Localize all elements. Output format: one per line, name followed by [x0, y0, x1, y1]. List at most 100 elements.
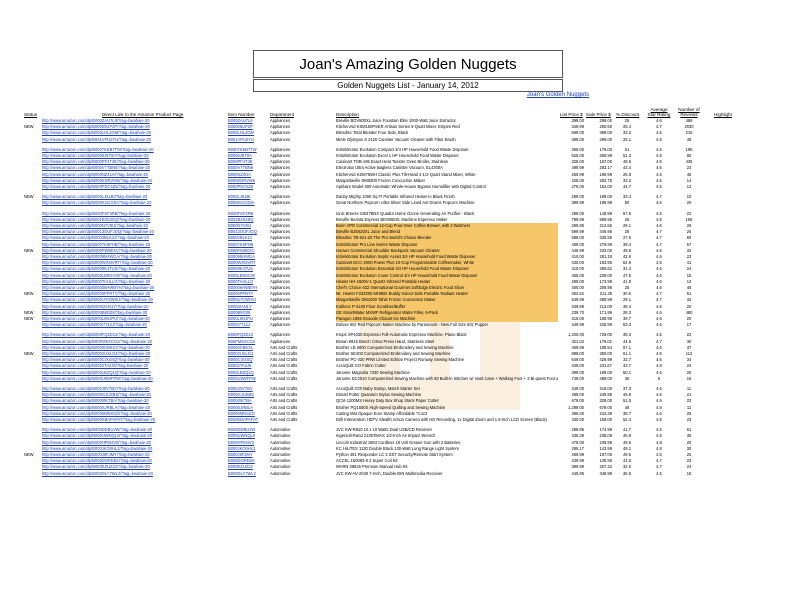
- cell-url[interactable]: http://www.amazon.com/dp/B000FW8EXC/?tag…: [42, 247, 152, 253]
- cell-url[interactable]: http://www.amazon.com/dp/B000DOREEK/?tag…: [42, 458, 152, 464]
- cell-url[interactable]: http://www.amazon.com/dp/B00005UP2P/?tag…: [42, 124, 150, 130]
- cell-url[interactable]: http://www.amazon.com/dp/B0013OUFJOQ/?ta…: [42, 229, 154, 235]
- cell-url[interactable]: http://www.amazon.com/dp/B0007K6PHB/?tag…: [42, 241, 151, 247]
- cell-sku[interactable]: B001B3S3SQ: [228, 216, 254, 222]
- cell-sku[interactable]: B0009K4TUS: [228, 266, 254, 272]
- cell-sku[interactable]: B000FQ2D12: [228, 332, 254, 338]
- cell-url[interactable]: http://www.amazon.com/dp/B001B3S3SQ/?tag…: [42, 216, 151, 222]
- cell-sku[interactable]: B000LBZQ1Q: [228, 369, 254, 375]
- cell-sku[interactable]: B0000PFRTY: [228, 291, 254, 297]
- cell-url[interactable]: http://www.amazon.com/dp/B000GJUSBS/?tag…: [42, 392, 151, 398]
- cell-url[interactable]: http://www.amazon.com/dp/B0000MNSSO/?tag…: [42, 410, 152, 416]
- cell-url[interactable]: http://www.amazon.com/dp/B000UYOWSU/?tag…: [42, 297, 153, 303]
- cell-sku[interactable]: B000N7V8IJ: [228, 223, 251, 228]
- cell-url[interactable]: http://www.amazon.com/dp/B000PF4T4E/?tag…: [42, 159, 150, 165]
- cell-sku[interactable]: B00FMSXCG2: [228, 338, 256, 344]
- cell-url[interactable]: http://www.amazon.com/dp/B000LHL2OM/?tag…: [42, 130, 151, 136]
- cell-url[interactable]: http://www.amazon.com/dp/B000CIX4SQ/?tag…: [42, 357, 150, 363]
- cell-sku[interactable]: B00005UP2P: [228, 124, 253, 130]
- cell-sku[interactable]: B000GJUSBS: [228, 392, 254, 398]
- cell-sku[interactable]: B000KDRVW6: [228, 177, 256, 183]
- cell-sku[interactable]: B000B8G08: [228, 309, 251, 315]
- cell-sku[interactable]: B000DLY7WL2: [228, 470, 256, 476]
- cell-sku[interactable]: B000KBAPAPAT: [228, 417, 259, 422]
- cell-url[interactable]: http://www.amazon.com/dp/B000KDRVW6/?tag…: [42, 177, 152, 183]
- cell-url[interactable]: http://www.amazon.com/dp/B000FSF3RB/?tag…: [42, 210, 151, 216]
- cell-sku[interactable]: B00006HWBYH: [228, 285, 258, 290]
- cell-sku[interactable]: B000HPM4V0: [228, 439, 254, 445]
- cell-sku[interactable]: B000CIX4SQ: [228, 357, 253, 363]
- cell-sku[interactable]: B000LB9GCW: [228, 272, 255, 278]
- cell-url[interactable]: http://www.amazon.com/dp/B000L6NJPU/?tag…: [42, 316, 150, 321]
- cell-sku[interactable]: B0002BLK2J: [228, 235, 252, 241]
- cell-url[interactable]: http://www.amazon.com/dp/B000N7V8IJ/?tag…: [42, 223, 148, 228]
- cell-url[interactable]: http://www.amazon.com/dp/B0002TA2J6/?tag…: [42, 363, 149, 369]
- cell-sku[interactable]: B000DDBUJW: [228, 427, 256, 433]
- cell-url[interactable]: http://www.amazon.com/dp/B000LBZQ1Q/?tag…: [42, 369, 151, 375]
- cell-sku[interactable]: B0007KEB7TW: [228, 146, 257, 152]
- cell-url[interactable]: http://www.amazon.com/dp/B000J6FJMY/?tag…: [42, 452, 150, 457]
- cell-url[interactable]: http://www.amazon.com/dp/B00FMSXCG2/?tag…: [42, 338, 153, 344]
- cell-sku[interactable]: B0000CBK31: [228, 344, 253, 350]
- cell-url[interactable]: http://www.amazon.com/dp/B000I2AN1Y/?tag…: [42, 303, 149, 309]
- cell-url[interactable]: http://www.amazon.com/dp/B0006J5T8A/?tag…: [42, 153, 149, 158]
- cell-url[interactable]: http://www.amazon.com/dp/B000V7TBN6/?tag…: [42, 165, 150, 171]
- cell-url[interactable]: http://www.amazon.com/dp/B000PDC5Z8/?tag…: [42, 184, 151, 189]
- cell-url[interactable]: http://www.amazon.com/dp/B0002BLK2J/?tag…: [42, 235, 149, 241]
- cell-url[interactable]: http://www.amazon.com/dp/B000NZ4UA/?tag=…: [42, 171, 148, 177]
- cell-url[interactable]: http://www.amazon.com/dp/B0007KEB7TW/?ta…: [42, 146, 154, 152]
- cell-sku[interactable]: B000DOREEK: [228, 458, 255, 464]
- cell-url[interactable]: http://www.amazon.com/dp/B000DLY7WL2/?ta…: [42, 470, 153, 476]
- cell-sku[interactable]: B00095HWGA: [228, 254, 255, 259]
- cell-sku[interactable]: B000I0KTBA: [228, 398, 252, 404]
- cell-url[interactable]: http://www.amazon.com/dp/B000EZUZ22/?tag…: [42, 464, 150, 470]
- cell-sku[interactable]: B000U8WFPW: [228, 375, 256, 381]
- cell-sku[interactable]: B000J0VTBV: [228, 386, 253, 391]
- cell-url[interactable]: http://www.amazon.com/dp/B000ZAU7L8/?tag…: [42, 118, 150, 123]
- cell-sku[interactable]: B0007K6PHB: [228, 241, 254, 247]
- cell-url[interactable]: http://www.amazon.com/dp/B000J0VTBV/?tag…: [42, 386, 150, 391]
- cell-url[interactable]: http://www.amazon.com/dp/B000B8G08/?tag=…: [42, 309, 148, 315]
- cell-url[interactable]: http://www.amazon.com/dp/B000FQ2D12/?tag…: [42, 332, 150, 338]
- golden-nuggets-link[interactable]: Joan's Golden Nuggets: [526, 92, 590, 98]
- cell-url[interactable]: http://www.amazon.com/dp/B0000CBK31/?tag…: [42, 344, 150, 350]
- cell-sku[interactable]: B000I2AN1Y: [228, 303, 252, 309]
- cell-sku[interactable]: B000KUCG8A: [228, 200, 255, 206]
- cell-url[interactable]: http://www.amazon.com/dp/B000UWNQL0/?tag…: [42, 433, 153, 439]
- cell-sku[interactable]: B0002UXLG4: [228, 351, 254, 356]
- cell-sku[interactable]: B0013OUFJOQ: [228, 229, 257, 235]
- cell-url[interactable]: http://www.amazon.com/dp/B000U8WFPW/?tag…: [42, 375, 153, 381]
- cell-sku[interactable]: B000J6FJMY: [228, 452, 253, 457]
- cell-sku[interactable]: B001VPU2YU: [228, 136, 254, 142]
- cell-sku[interactable]: B000WXMVRT: [228, 260, 256, 266]
- cell-url[interactable]: http://www.amazon.com/dp/B000DDBUJW/?tag…: [42, 427, 153, 433]
- cell-url[interactable]: http://www.amazon.com/dp/B0002UXLG4/?tag…: [42, 351, 151, 356]
- cell-url[interactable]: http://www.amazon.com/dp/B000WXMVRT/?tag…: [42, 260, 153, 266]
- cell-sku[interactable]: B000PF4T4E: [228, 159, 253, 165]
- cell-sku[interactable]: B000JKO0HL2: [228, 445, 256, 451]
- cell-url[interactable]: http://www.amazon.com/dp/B001VPU2YU/?tag…: [42, 136, 151, 142]
- cell-sku[interactable]: B000FSF3RB: [228, 210, 254, 216]
- cell-url[interactable]: http://www.amazon.com/dp/B00095HWGA/?tag…: [42, 254, 152, 259]
- cell-url[interactable]: http://www.amazon.com/dp/B000LB9GCW/?tag…: [42, 272, 152, 278]
- cell-url[interactable]: http://www.amazon.com/dp/B000I0KTBA/?tag…: [42, 398, 149, 404]
- cell-sku[interactable]: B000SJRBLA: [228, 404, 254, 410]
- cell-url[interactable]: http://www.amazon.com/dp/B000SJRBLA/?tag…: [42, 404, 150, 410]
- cell-sku[interactable]: B000EZUZ22: [228, 464, 253, 470]
- cell-url[interactable]: http://www.amazon.com/dp/B000LJ61BI/?tag…: [42, 194, 148, 200]
- cell-sku[interactable]: B000LHL2OM: [228, 130, 254, 136]
- cell-sku[interactable]: B000UYOWSU: [228, 297, 256, 303]
- cell-sku[interactable]: B000FW8EXC: [228, 247, 255, 253]
- cell-sku[interactable]: B000PDC5Z8: [228, 184, 254, 189]
- cell-sku[interactable]: B000TAHLLO: [228, 278, 254, 284]
- cell-url[interactable]: http://www.amazon.com/dp/B000TAHLLO/?tag…: [42, 278, 151, 284]
- cell-sku[interactable]: B000V7TBN6: [228, 165, 254, 171]
- cell-sku[interactable]: B000I7712J: [228, 322, 250, 328]
- cell-url[interactable]: http://www.amazon.com/dp/B000KBAPAPAT/?t…: [42, 417, 156, 422]
- cell-sku[interactable]: B000L6NJPU: [228, 316, 253, 321]
- cell-url[interactable]: http://www.amazon.com/dp/B0009K4TUS/?tag…: [42, 266, 150, 272]
- cell-url[interactable]: http://www.amazon.com/dp/B0000PFRTY/?tag…: [42, 291, 151, 297]
- cell-url[interactable]: http://www.amazon.com/dp/B00006HWBYH/?ta…: [42, 285, 155, 290]
- cell-sku[interactable]: B0006J5T8A: [228, 153, 252, 158]
- cell-url[interactable]: http://www.amazon.com/dp/B000KUCG8A/?tag…: [42, 200, 152, 206]
